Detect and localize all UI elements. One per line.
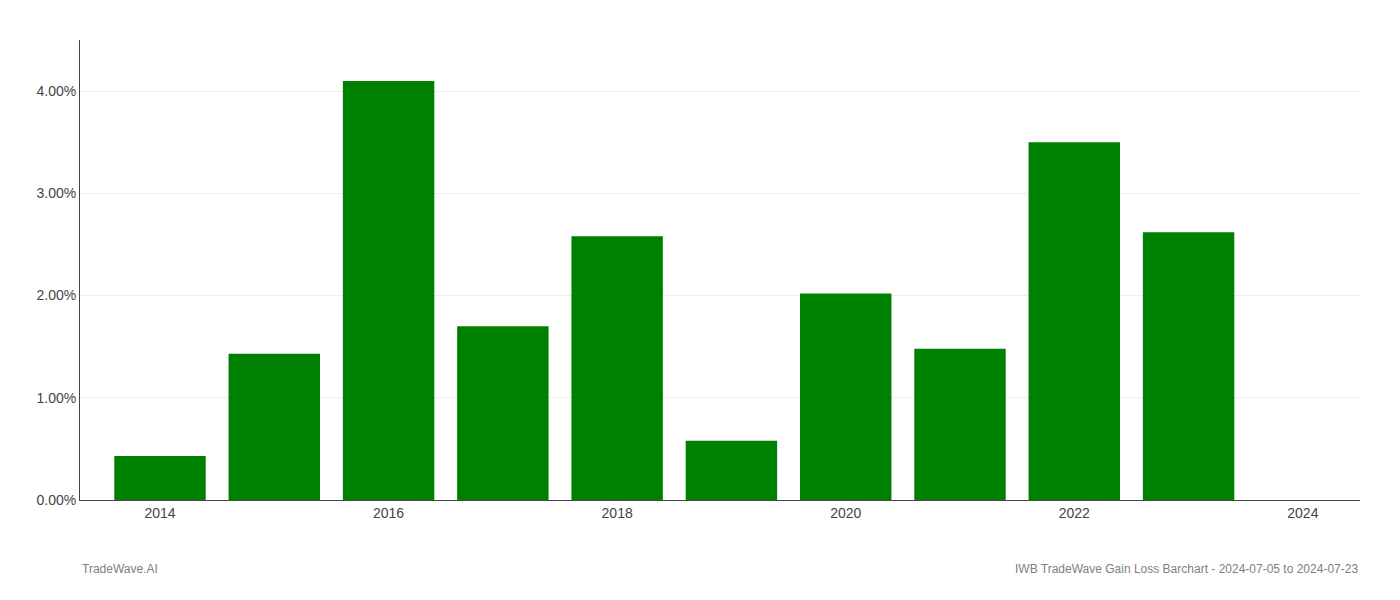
svg-text:TradeWave.AI: TradeWave.AI xyxy=(82,562,158,576)
svg-text:1.00%: 1.00% xyxy=(36,390,76,406)
svg-text:IWB TradeWave Gain Loss Barcha: IWB TradeWave Gain Loss Barchart - 2024-… xyxy=(1015,562,1358,576)
svg-text:2018: 2018 xyxy=(602,505,633,521)
svg-text:2020: 2020 xyxy=(830,505,861,521)
svg-text:3.00%: 3.00% xyxy=(36,185,76,201)
svg-text:2014: 2014 xyxy=(144,505,175,521)
svg-text:2022: 2022 xyxy=(1059,505,1090,521)
svg-text:0.00%: 0.00% xyxy=(36,492,76,508)
svg-text:2.00%: 2.00% xyxy=(36,287,76,303)
svg-text:2024: 2024 xyxy=(1287,505,1318,521)
svg-text:4.00%: 4.00% xyxy=(36,83,76,99)
svg-text:2016: 2016 xyxy=(373,505,404,521)
